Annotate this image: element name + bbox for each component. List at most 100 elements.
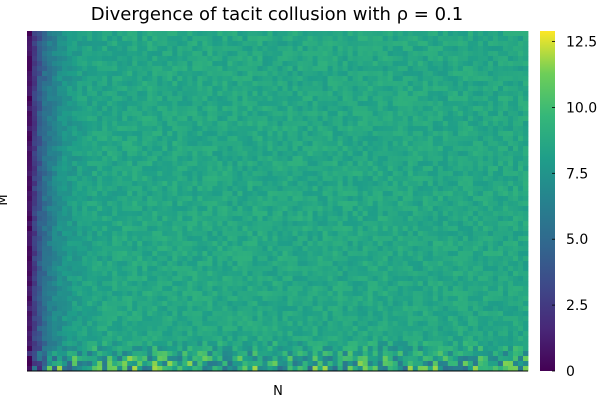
heatmap-cell xyxy=(97,146,103,152)
heatmap-cell xyxy=(492,261,499,267)
heatmap-cell xyxy=(232,236,238,242)
heatmap-cell xyxy=(242,201,248,207)
heatmap-cell xyxy=(517,81,524,87)
heatmap-cell xyxy=(217,221,223,227)
heatmap-cell xyxy=(332,156,339,162)
heatmap-cell xyxy=(452,226,459,232)
heatmap-cell xyxy=(422,36,429,42)
heatmap-cell xyxy=(77,221,83,227)
heatmap-cell xyxy=(372,276,379,282)
heatmap-cell xyxy=(227,66,233,72)
heatmap-cell xyxy=(372,206,379,212)
heatmap-cell xyxy=(217,136,223,142)
heatmap-cell xyxy=(442,126,449,132)
heatmap-cell xyxy=(322,111,328,117)
heatmap-cell xyxy=(252,91,258,97)
heatmap-cell xyxy=(397,171,404,177)
heatmap-cell xyxy=(232,196,238,202)
heatmap-cell xyxy=(57,41,63,47)
heatmap-cell xyxy=(97,226,103,232)
heatmap-cell xyxy=(192,76,198,82)
heatmap-cell xyxy=(242,101,248,107)
heatmap-cell xyxy=(162,246,168,252)
heatmap-cell xyxy=(177,211,183,217)
heatmap-cell xyxy=(482,51,489,57)
heatmap-cell xyxy=(202,221,208,227)
heatmap-cell xyxy=(297,176,303,182)
heatmap-cell xyxy=(37,191,43,197)
heatmap-cell xyxy=(87,191,93,197)
heatmap-cell xyxy=(457,211,464,217)
heatmap-cell xyxy=(372,31,379,37)
heatmap-cell xyxy=(192,221,198,227)
heatmap-cell xyxy=(52,136,58,142)
heatmap-cell xyxy=(517,176,524,182)
heatmap-cell xyxy=(442,226,449,232)
heatmap-cell xyxy=(62,216,68,222)
heatmap-cell xyxy=(222,141,228,147)
heatmap-cell xyxy=(457,126,464,132)
heatmap-cell xyxy=(502,136,509,142)
heatmap-cell xyxy=(377,41,384,47)
heatmap-cell xyxy=(462,271,469,277)
heatmap-cell xyxy=(432,56,439,62)
heatmap-cell xyxy=(272,256,278,262)
heatmap-cell xyxy=(342,231,349,237)
heatmap-cell xyxy=(377,266,384,272)
heatmap-cell xyxy=(182,176,188,182)
heatmap-cell xyxy=(302,196,308,202)
heatmap-cell xyxy=(187,276,193,282)
heatmap-cell xyxy=(472,81,479,87)
heatmap-cell xyxy=(432,246,439,252)
heatmap-cell xyxy=(102,31,108,37)
heatmap-cell xyxy=(487,261,494,267)
heatmap-cell xyxy=(222,101,228,107)
heatmap-cell xyxy=(467,186,474,192)
heatmap-cell xyxy=(462,196,469,202)
heatmap-cell xyxy=(272,276,278,282)
heatmap-cell xyxy=(482,171,489,177)
heatmap-cell xyxy=(357,231,364,237)
heatmap-cell xyxy=(462,221,469,227)
heatmap-cell xyxy=(392,106,399,112)
heatmap-cell xyxy=(277,276,283,282)
heatmap-cell xyxy=(367,111,374,117)
heatmap-cell xyxy=(87,211,93,217)
heatmap-cell xyxy=(462,61,469,67)
heatmap-cell xyxy=(347,46,354,52)
heatmap-cell xyxy=(392,86,399,92)
heatmap-cell xyxy=(152,96,158,102)
heatmap-cell xyxy=(32,251,38,257)
heatmap-cell xyxy=(197,126,203,132)
heatmap-cell xyxy=(132,241,138,247)
heatmap-cell xyxy=(297,96,303,102)
heatmap-cell xyxy=(512,136,519,142)
heatmap-cell xyxy=(197,46,203,52)
heatmap-cell xyxy=(427,201,434,207)
heatmap-cell xyxy=(362,121,369,127)
heatmap-cell xyxy=(347,191,354,197)
heatmap-cell xyxy=(162,151,168,157)
heatmap-cell xyxy=(332,191,339,197)
heatmap-cell xyxy=(107,276,113,282)
heatmap-cell xyxy=(327,216,334,222)
heatmap-cell xyxy=(202,241,208,247)
heatmap-cell xyxy=(322,121,328,127)
heatmap-cell xyxy=(447,276,454,282)
heatmap-cell xyxy=(232,51,238,57)
heatmap-cell xyxy=(207,126,213,132)
heatmap-cell xyxy=(367,156,374,162)
heatmap-cell xyxy=(482,121,489,127)
heatmap-cell xyxy=(67,86,73,92)
heatmap-cell xyxy=(122,181,128,187)
heatmap-cell xyxy=(317,116,323,122)
heatmap-cell xyxy=(422,236,429,242)
heatmap-cell xyxy=(302,261,308,267)
heatmap-cell xyxy=(47,116,53,122)
heatmap-cell xyxy=(437,206,444,212)
heatmap-cell xyxy=(522,31,529,37)
heatmap-cell xyxy=(467,56,474,62)
heatmap-cell xyxy=(107,141,113,147)
heatmap-cell xyxy=(132,76,138,82)
heatmap-cell xyxy=(272,101,278,107)
